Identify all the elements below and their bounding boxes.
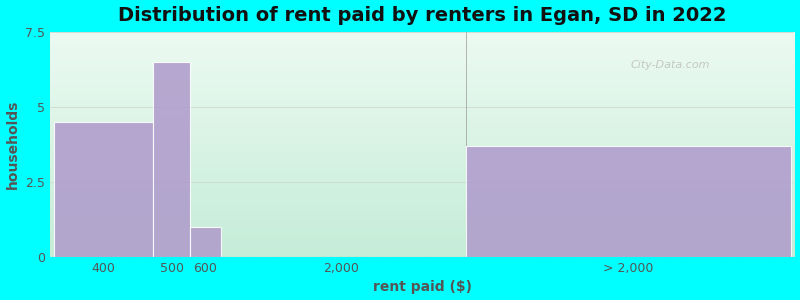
Bar bbox=[54, 122, 153, 257]
Bar bbox=[190, 227, 221, 257]
Y-axis label: households: households bbox=[6, 100, 19, 189]
Text: City-Data.com: City-Data.com bbox=[630, 61, 710, 70]
X-axis label: rent paid ($): rent paid ($) bbox=[373, 280, 472, 294]
Title: Distribution of rent paid by renters in Egan, SD in 2022: Distribution of rent paid by renters in … bbox=[118, 6, 726, 25]
Bar bbox=[153, 62, 190, 257]
Bar bbox=[466, 146, 790, 257]
